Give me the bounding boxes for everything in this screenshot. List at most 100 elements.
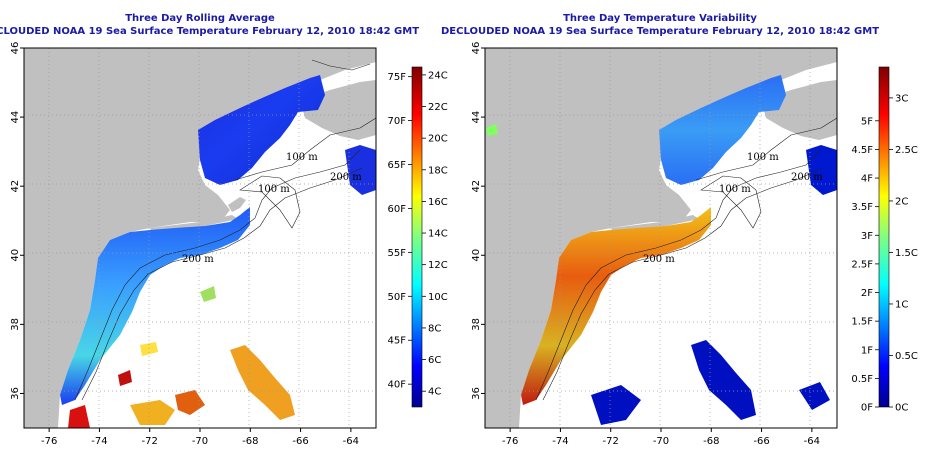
colorbar-label-fahrenheit: 50F [388, 292, 407, 303]
colorbar-label-celsius: 0C [895, 403, 908, 414]
colorbar [878, 66, 890, 408]
contour-label: 200 m [182, 254, 214, 265]
lon-tick-label: -72 [603, 436, 619, 447]
map-title: Three Day Rolling Average [125, 13, 275, 24]
lon-tick-label: -76 [41, 436, 57, 447]
contour-label: 100 m [747, 152, 779, 163]
colorbar-label-fahrenheit: 4F [861, 174, 873, 185]
colorbar-labels: 4C 6C 8C 10C 12C 14C 16C 18C 20C 22C 24C 40F 45F 50F 5… [388, 70, 448, 397]
contour-label: 100 m [286, 152, 318, 163]
colorbar-label-fahrenheit: 3.5F [851, 202, 873, 213]
lat-tick-label: 36 [471, 387, 482, 400]
lon-tick-label: -64 [804, 436, 820, 447]
lat-tick-label: 42 [471, 180, 482, 193]
colorbar-label-celsius: 12C [428, 260, 448, 271]
lon-tick-label: -68 [703, 436, 719, 447]
sst-warm-patch-4 [118, 370, 132, 386]
colorbar-label-fahrenheit: 60F [388, 204, 407, 215]
graticule [485, 48, 837, 428]
colorbar-label-celsius: 2.5C [895, 145, 918, 156]
contour-label: 100 m [258, 184, 290, 195]
lon-tick-label: -66 [292, 436, 308, 447]
colorbar-label-celsius: 1C [895, 299, 908, 310]
sst-warm-patch-1 [230, 345, 295, 420]
colorbar-label-celsius: 8C [428, 323, 441, 334]
map-subtitle: DECLOUDED NOAA 19 Sea Surface Temperatur… [441, 26, 879, 37]
colorbar-label-celsius: 2C [895, 196, 908, 207]
sst-variability-blue-4 [799, 382, 830, 410]
colorbar-label-celsius: 0.5C [895, 351, 918, 362]
map-title: Three Day Temperature Variability [563, 13, 757, 24]
sst-shelf [60, 207, 250, 405]
sst-warm-patch-3 [130, 400, 175, 425]
colorbar-label-fahrenheit: 55F [388, 248, 407, 259]
sst-variability-shelf [521, 207, 711, 405]
colorbar-label-fahrenheit: 3F [861, 231, 873, 242]
sst-variability-blue-2 [591, 385, 641, 425]
map-panel-average: Three Day Rolling Average DECLOUDED NOAA… [0, 13, 448, 447]
lat-tick-label: 42 [10, 180, 21, 193]
lat-tick-label: 40 [10, 249, 21, 262]
colorbar-label-celsius: 4C [428, 387, 441, 398]
sst-variability-green [486, 124, 498, 136]
colorbar-labels: 0C 0.5C 1C 1.5C 2C 2.5C 3C 0F 0.5F 1F 1.5F 2F 2.5F 3F… [851, 93, 918, 413]
colorbar-label-fahrenheit: 2F [861, 288, 873, 299]
colorbar-label-celsius: 10C [428, 292, 448, 303]
bathymetry-contours [74, 59, 376, 401]
lon-tick-label: -68 [242, 436, 258, 447]
colorbar-label-celsius: 16C [428, 197, 448, 208]
lon-tick-label: -76 [502, 436, 518, 447]
contour-label: 200 m [791, 172, 823, 183]
colorbar-label-celsius: 3C [895, 93, 908, 104]
map-subtitle: DECLOUDED NOAA 19 Sea Surface Temperatur… [0, 26, 419, 37]
map-area [24, 48, 376, 428]
sst-warm-patch-5 [68, 405, 90, 428]
colorbar-label-fahrenheit: 1F [861, 345, 873, 356]
land-cape-cod [228, 197, 246, 212]
colorbar-label-fahrenheit: 2.5F [851, 259, 873, 270]
colorbar-label-celsius: 24C [428, 70, 448, 81]
map-axes: -76 -74 -72 -70 -68 -66 -64 36 38 40 42 44 46 [10, 42, 359, 447]
colorbar-label-celsius: 6C [428, 355, 441, 366]
lon-tick-label: -74 [552, 436, 568, 447]
sst-variability-gulf [659, 75, 786, 185]
sst-warm-patch-2 [175, 390, 205, 415]
colorbar-label-fahrenheit: 4.5F [851, 145, 873, 156]
lat-tick-label: 44 [471, 111, 482, 124]
colorbar-label-fahrenheit: 0.5F [851, 374, 873, 385]
lon-tick-label: -74 [91, 436, 107, 447]
colorbar [411, 66, 423, 408]
lon-tick-label: -70 [192, 436, 208, 447]
lat-tick-label: 38 [471, 318, 482, 331]
land-mainland [24, 48, 376, 428]
colorbar-label-fahrenheit: 65F [388, 160, 407, 171]
contour-label: 200 m [330, 172, 362, 183]
colorbar-label-fahrenheit: 1.5F [851, 317, 873, 328]
bathymetry-contours [535, 117, 837, 401]
colorbar-label-fahrenheit: 0F [861, 403, 873, 414]
map-area [485, 48, 837, 428]
sst-green-patch [200, 286, 216, 302]
colorbar-label-celsius: 1.5C [895, 248, 918, 259]
colorbar-label-celsius: 22C [428, 102, 448, 113]
contour-label: 200 m [643, 254, 675, 265]
lon-tick-label: -64 [343, 436, 359, 447]
lat-tick-label: 36 [10, 387, 21, 400]
graticule [24, 48, 376, 428]
colorbar-label-fahrenheit: 5F [861, 116, 873, 127]
colorbar-label-fahrenheit: 70F [388, 116, 407, 127]
sst-variability-blue-1 [691, 340, 756, 420]
colorbar-label-celsius: 18C [428, 165, 448, 176]
colorbar-label-fahrenheit: 45F [388, 336, 407, 347]
colorbar-label-fahrenheit: 40F [388, 380, 407, 391]
lon-tick-label: -72 [142, 436, 158, 447]
lat-tick-label: 44 [10, 111, 21, 124]
colorbar-label-celsius: 14C [428, 229, 448, 240]
lat-tick-label: 38 [10, 318, 21, 331]
lat-tick-label: 40 [471, 249, 482, 262]
colorbar-label-celsius: 20C [428, 134, 448, 145]
map-panel-variability: Three Day Temperature Variability DECLOU… [441, 13, 918, 447]
lon-tick-label: -70 [653, 436, 669, 447]
lon-tick-label: -66 [753, 436, 769, 447]
